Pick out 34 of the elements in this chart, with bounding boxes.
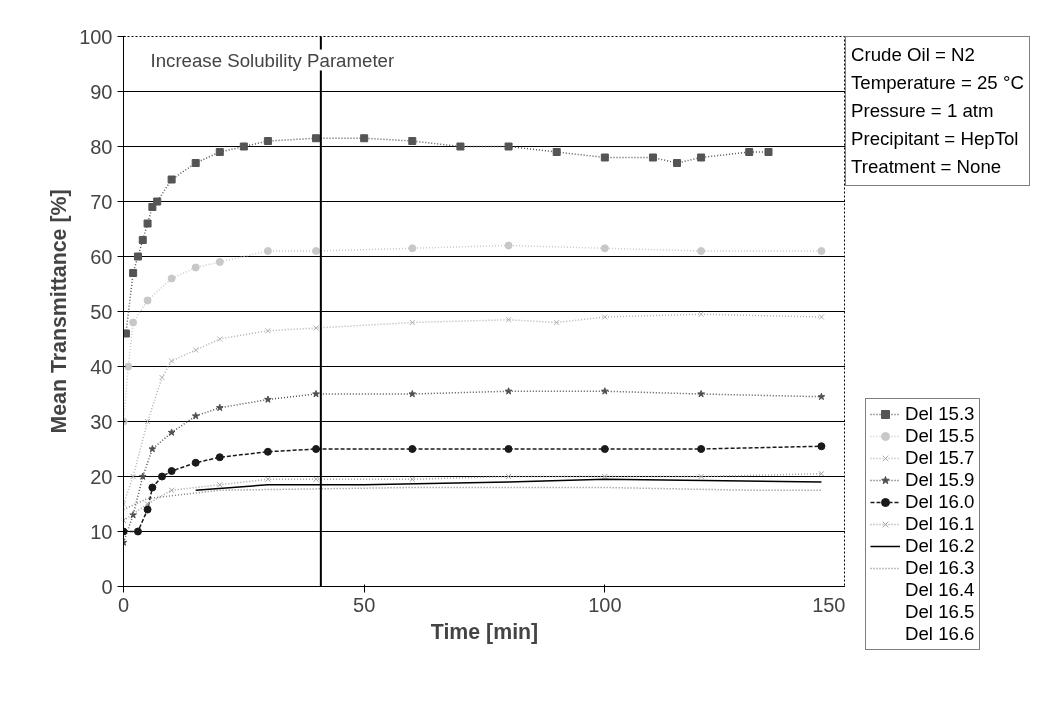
y-tick-label: 50: [90, 300, 113, 323]
y-axis-title: Mean Transmittance [%]: [47, 189, 72, 434]
legend-label: Del 15.3: [905, 403, 975, 425]
ref-line-label: Increase Solubility Parameter: [150, 49, 395, 71]
legend-label: Del 16.2: [905, 535, 975, 557]
text: Crude Oil = N2: [851, 44, 975, 66]
x-tick-label: 0: [117, 593, 130, 616]
text: Pressure = 1 atm: [851, 100, 994, 122]
y-tick-label: 40: [90, 355, 113, 378]
y-tick-label: 10: [90, 520, 113, 543]
y-tick-label: 90: [90, 80, 113, 103]
legend-label: Del 16.1: [905, 513, 975, 535]
x-axis-title: Time [min]: [430, 619, 539, 644]
legend-label: Del 16.0: [905, 491, 975, 513]
legend-label: Del 16.3: [905, 557, 975, 579]
text: Temperature = 25 °C: [851, 72, 1024, 94]
y-tick-label: 70: [90, 190, 113, 213]
y-tick-label: 20: [90, 465, 113, 488]
x-tick-label: 150: [812, 593, 846, 616]
text: Del 16.6: [905, 623, 975, 645]
text: Del 16.4: [905, 579, 975, 601]
x-tick-label: 50: [353, 593, 376, 616]
x-tick-label: 100: [588, 593, 622, 616]
y-tick-label: 0: [101, 575, 113, 598]
y-tick-label: 60: [90, 245, 113, 268]
y-tick-label: 30: [90, 410, 113, 433]
y-tick-label: 80: [90, 135, 113, 158]
legend-label: Del 15.5: [905, 425, 975, 447]
text: Del 16.5: [905, 601, 975, 623]
text: Treatment = None: [851, 156, 1002, 178]
y-tick-label: 100: [79, 25, 113, 48]
legend-label: Del 15.7: [905, 447, 975, 469]
legend-label: Del 15.9: [905, 469, 975, 491]
text: Precipitant = HepTol: [851, 128, 1019, 150]
